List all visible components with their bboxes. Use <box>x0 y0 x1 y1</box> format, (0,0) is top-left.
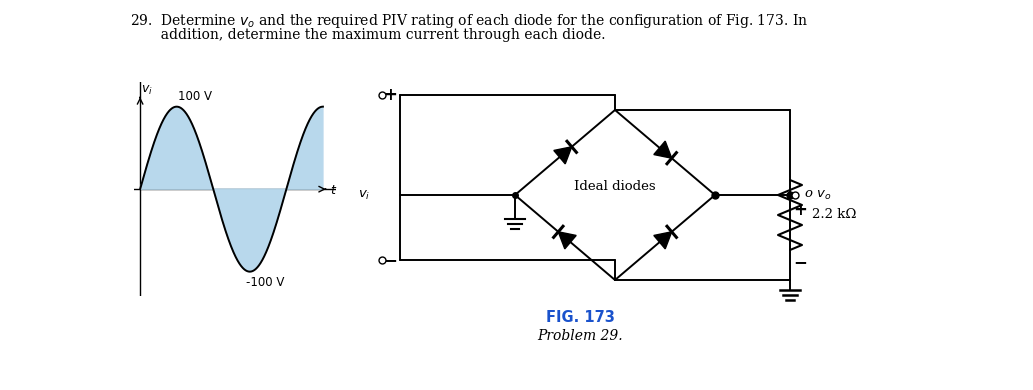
Text: −: − <box>793 253 807 271</box>
Text: 100 V: 100 V <box>178 90 212 103</box>
Polygon shape <box>558 232 576 249</box>
Polygon shape <box>554 147 571 164</box>
Text: Ideal diodes: Ideal diodes <box>574 181 656 193</box>
Text: o $v_o$: o $v_o$ <box>804 188 832 202</box>
Text: 2.2 kΩ: 2.2 kΩ <box>812 209 856 222</box>
Polygon shape <box>654 232 671 249</box>
Text: addition, determine the maximum current through each diode.: addition, determine the maximum current … <box>130 28 605 42</box>
Text: -100 V: -100 V <box>246 276 285 289</box>
Text: $v_i$: $v_i$ <box>357 188 370 202</box>
Text: $v_i$: $v_i$ <box>142 83 153 97</box>
Text: +: + <box>793 201 807 219</box>
Text: 29.  Determine $v_o$ and the required PIV rating of each diode for the configura: 29. Determine $v_o$ and the required PIV… <box>130 12 808 30</box>
Text: Problem 29.: Problem 29. <box>537 329 623 343</box>
Text: −: − <box>383 251 397 269</box>
Text: $t$: $t$ <box>330 184 337 197</box>
Text: +: + <box>383 86 397 104</box>
Polygon shape <box>654 141 671 158</box>
Text: FIG. 173: FIG. 173 <box>545 310 615 326</box>
